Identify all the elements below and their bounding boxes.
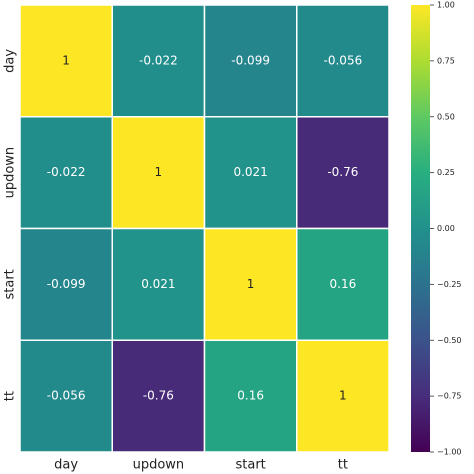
heatmap-cell bbox=[19, 339, 113, 453]
colorbar-tick-label: 1.00 bbox=[437, 1, 455, 10]
cell-label: 1 bbox=[247, 277, 255, 291]
cell-label: -0.76 bbox=[143, 389, 174, 403]
heatmap-cell bbox=[111, 116, 206, 230]
heatmap-cell bbox=[296, 116, 390, 230]
y-tick-label: start bbox=[3, 269, 18, 299]
heatmap-cell bbox=[296, 4, 390, 118]
cell-label: 0.16 bbox=[330, 277, 357, 291]
y-tick-label: updown bbox=[3, 147, 18, 199]
cell-label: 1 bbox=[62, 53, 70, 67]
colorbar-tick-label: −0.75 bbox=[437, 392, 462, 401]
colorbar-tick-label: −1.00 bbox=[437, 448, 462, 457]
heatmap-cell bbox=[19, 4, 113, 118]
y-tick-label: day bbox=[3, 49, 18, 73]
heatmap-cell bbox=[111, 339, 206, 453]
heatmap-cell bbox=[111, 227, 206, 341]
cell-label: -0.056 bbox=[47, 389, 86, 403]
cell-label: 0.021 bbox=[141, 277, 175, 291]
colorbar-tick-label: −0.25 bbox=[437, 280, 462, 289]
colorbar-tick-label: 0.00 bbox=[437, 224, 455, 233]
heatmap-cell bbox=[111, 4, 206, 118]
colorbar-tick-label: 0.25 bbox=[437, 168, 455, 177]
x-tick-label: updown bbox=[133, 458, 185, 473]
x-tick-label: day bbox=[54, 458, 78, 473]
cell-label: 0.16 bbox=[237, 389, 264, 403]
cell-label: 1 bbox=[339, 389, 347, 403]
cell-label: -0.022 bbox=[139, 53, 178, 67]
cell-label: -0.099 bbox=[231, 53, 270, 67]
cell-label: -0.099 bbox=[47, 277, 86, 291]
y-tick-label: tt bbox=[3, 391, 18, 401]
heatmap-cell bbox=[296, 227, 390, 341]
heatmap-cell bbox=[296, 339, 390, 453]
heatmap-cell bbox=[203, 4, 298, 118]
colorbar-tick-label: 0.75 bbox=[437, 56, 455, 65]
cell-label: -0.022 bbox=[47, 165, 86, 179]
cell-label: -0.76 bbox=[327, 165, 358, 179]
x-tick-label: tt bbox=[338, 458, 348, 473]
cell-label: 0.021 bbox=[233, 165, 267, 179]
x-tick-label: start bbox=[235, 458, 265, 473]
cell-label: -0.056 bbox=[324, 53, 363, 67]
colorbar-tick-label: −0.50 bbox=[437, 336, 462, 345]
cell-label: 1 bbox=[155, 165, 163, 179]
colorbar bbox=[411, 5, 430, 452]
colorbar-tick-label: 0.50 bbox=[437, 112, 455, 121]
